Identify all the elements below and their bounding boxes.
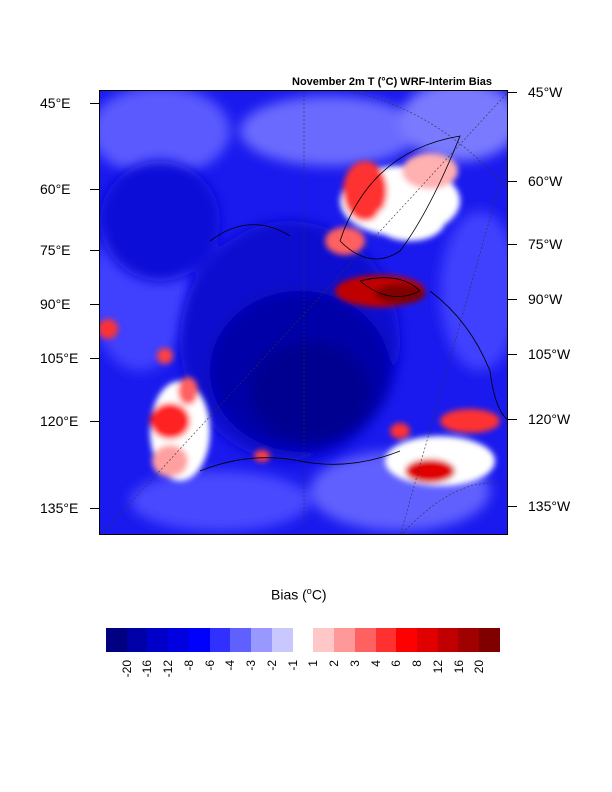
colorbar-label: -4 (223, 660, 238, 671)
tick-mark (508, 506, 517, 507)
colorbar-label: 1 (306, 660, 321, 667)
colorbar-swatch (251, 628, 272, 652)
colorbar-swatch (458, 628, 480, 652)
colorbar-swatch (313, 628, 335, 652)
bias-field (100, 91, 507, 534)
colorbar-swatch (271, 628, 293, 652)
tick-mark (90, 250, 99, 251)
lat-label-120e: 120°E (40, 413, 79, 429)
colorbar-swatch (209, 628, 231, 652)
lat-label-75e: 75°E (40, 242, 71, 258)
colorbar-label: 20 (472, 660, 487, 674)
lon-label-45w: 45°W (528, 84, 563, 100)
tick-mark (90, 508, 99, 509)
tick-mark (508, 354, 517, 355)
colorbar-label: 2 (327, 660, 342, 667)
colorbar-swatch (147, 628, 169, 652)
colorbar-swatch (354, 628, 376, 652)
colorbar-label: -16 (140, 660, 155, 678)
colorbar-label: 12 (430, 660, 445, 674)
colorbar-swatch (375, 628, 397, 652)
lon-label-60w: 60°W (528, 173, 563, 189)
tick-mark (508, 244, 517, 245)
tick-mark (90, 103, 99, 104)
lat-label-45e: 45°E (40, 95, 71, 111)
colorbar-title: Bias (oC) (271, 586, 327, 603)
colorbar-swatch (292, 628, 314, 652)
tick-mark (508, 299, 517, 300)
colorbar-label: -2 (264, 660, 279, 671)
tick-mark (508, 419, 517, 420)
lat-label-90e: 90°E (40, 296, 71, 312)
colorbar-label: 8 (410, 660, 425, 667)
colorbar-swatch (396, 628, 418, 652)
colorbar-swatch (334, 628, 355, 652)
colorbar (106, 628, 500, 652)
colorbar-label: -8 (181, 660, 196, 671)
lat-label-135e: 135°E (40, 500, 79, 516)
colorbar-label: 6 (389, 660, 404, 667)
colorbar-swatch (230, 628, 252, 652)
map-title: November 2m T (°C) WRF-Interim Bias (292, 76, 492, 88)
colorbar-labels: -20 -16 -12 -8 -6 -4 -3 -2 -1 1 2 3 4 6 8 12 16 20 (106, 660, 500, 690)
colorbar-swatch (417, 628, 438, 652)
colorbar-swatch (168, 628, 189, 652)
lon-label-135w: 135°W (528, 498, 571, 514)
colorbar-swatch (437, 628, 459, 652)
colorbar-label: 16 (451, 660, 466, 674)
colorbar-swatch (479, 628, 500, 652)
colorbar-swatch (126, 628, 148, 652)
colorbar-label: 3 (347, 660, 362, 667)
colorbar-label: -3 (244, 660, 259, 671)
tick-mark (90, 189, 99, 190)
colorbar-label: -20 (119, 660, 134, 678)
lat-label-105e: 105°E (40, 350, 79, 366)
tick-mark (90, 358, 99, 359)
lat-label-60e: 60°E (40, 181, 71, 197)
colorbar-swatch (106, 628, 127, 652)
bias-map (99, 90, 508, 535)
lon-label-90w: 90°W (528, 291, 563, 307)
colorbar-label: -6 (202, 660, 217, 671)
lon-label-105w: 105°W (528, 346, 571, 362)
colorbar-swatch (188, 628, 210, 652)
tick-mark (90, 304, 99, 305)
lon-label-75w: 75°W (528, 236, 563, 252)
colorbar-label: -1 (285, 660, 300, 671)
tick-mark (508, 92, 517, 93)
tick-mark (508, 181, 517, 182)
tick-mark (90, 421, 99, 422)
lon-label-120w: 120°W (528, 411, 571, 427)
colorbar-label: 4 (368, 660, 383, 667)
colorbar-label: -12 (161, 660, 176, 678)
